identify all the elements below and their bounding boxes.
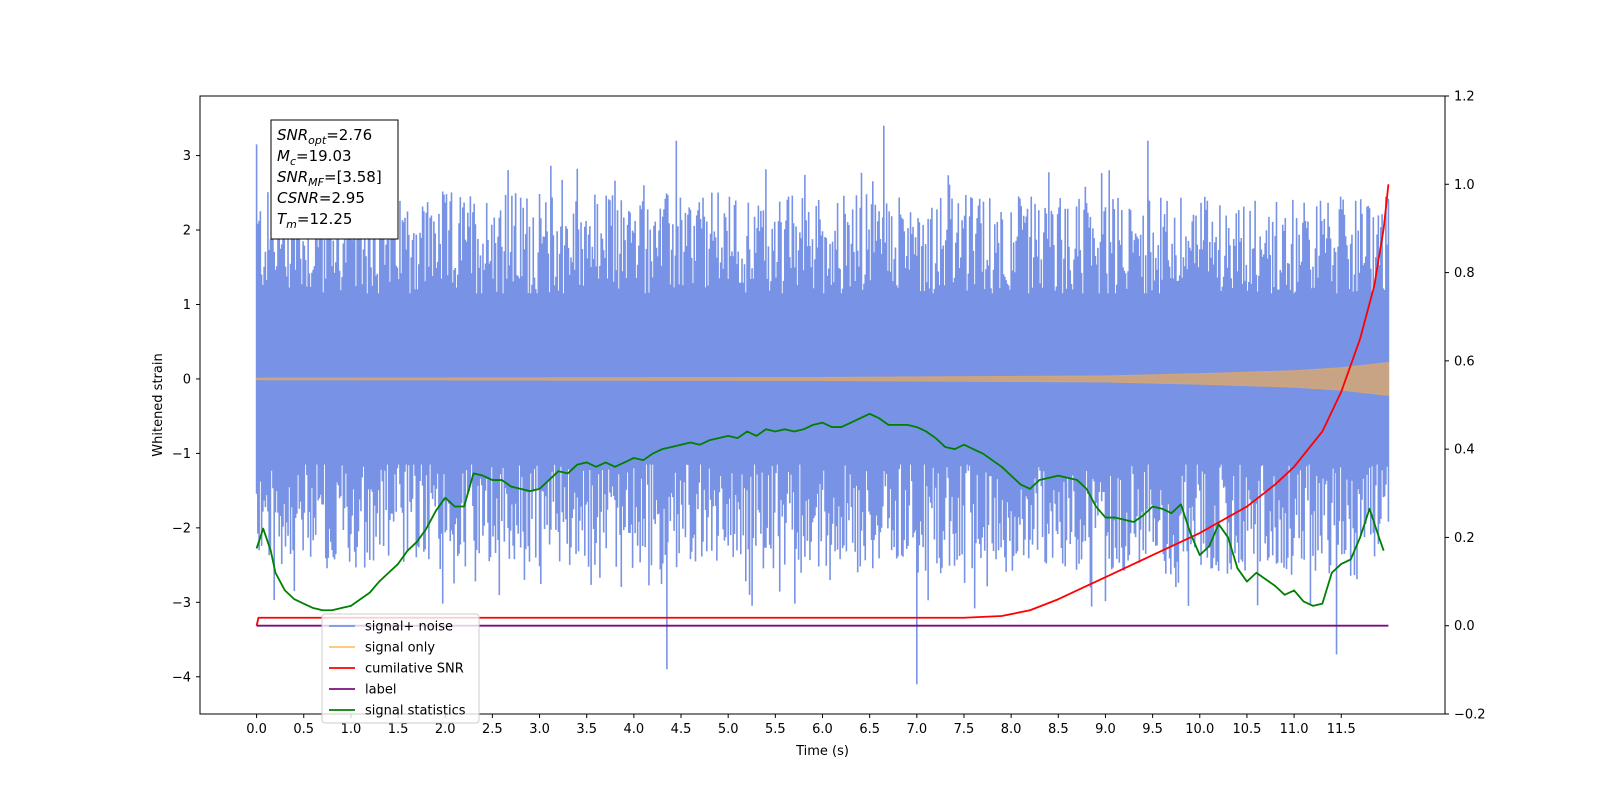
x-axis-label: Time (s): [795, 744, 849, 759]
x-tick-label: 6.5: [859, 722, 880, 737]
x-tick-label: 5.0: [718, 722, 739, 737]
legend-label: cumilative SNR: [365, 662, 464, 677]
legend-label: signal statistics: [365, 704, 466, 719]
annotation-subscript: c: [290, 155, 296, 168]
annotation-frame: [270, 119, 399, 240]
y-tick-label: −2: [172, 521, 191, 536]
annotation-box: SNRopt=2.76Mc=19.03SNRMF=[3.58]CSNR=2.95…: [270, 119, 399, 240]
annotation-value: =19.03: [296, 147, 352, 165]
legend-label: signal+ noise: [365, 620, 453, 635]
x-tick-label: 3.5: [576, 722, 597, 737]
legend-label: signal only: [365, 641, 435, 656]
x-tick-label: 10.5: [1232, 722, 1261, 737]
x-tick-label: 2.0: [435, 722, 456, 737]
annotation-value: =2.95: [319, 189, 365, 207]
y-tick-label: 0: [183, 372, 191, 387]
y2-tick-label: −0.2: [1454, 708, 1486, 723]
y-tick-label: 2: [183, 224, 191, 239]
x-tick-label: 0.0: [246, 722, 267, 737]
y2-tick-label: 0.6: [1454, 354, 1475, 369]
x-tick-label: 2.5: [482, 722, 503, 737]
legend-frame: [321, 613, 480, 724]
series-signal-only: [256, 362, 1389, 396]
x-tick-label: 11.5: [1327, 722, 1356, 737]
y-tick-label: −3: [172, 596, 191, 611]
y2-tick-label: 1.2: [1454, 90, 1475, 105]
annotation-value: =2.76: [326, 126, 372, 144]
x-tick-label: 4.0: [624, 722, 645, 737]
annotation-value: =[3.58]: [324, 168, 382, 186]
annotation-value: =12.25: [297, 210, 353, 228]
legend: signal+ noise signal only cumilative SNR la…: [321, 613, 480, 724]
series-line-signal-statistics: [255, 412, 1385, 612]
annotation-symbol: CSNR: [277, 189, 319, 207]
x-tick-label: 0.5: [293, 722, 314, 737]
x-tick-label: 7.5: [954, 722, 975, 737]
annotation-line: SNRMF=[3.58]: [277, 168, 382, 189]
x-tick-label: 11.0: [1280, 722, 1309, 737]
series-line-signal-only: [256, 362, 1389, 396]
y-tick-label: −1: [172, 447, 191, 462]
y2-tick-label: 0.0: [1454, 619, 1475, 634]
annotation-subscript: m: [286, 218, 297, 231]
x-tick-label: 9.5: [1142, 722, 1163, 737]
y2-tick-label: 0.2: [1454, 531, 1475, 546]
x-tick-label: 3.0: [529, 722, 550, 737]
annotation-line: SNRopt=2.76: [277, 126, 372, 147]
x-tick-label: 8.5: [1048, 722, 1069, 737]
y-tick-label: 3: [183, 149, 191, 164]
x-tick-label: 5.5: [765, 722, 786, 737]
y2-tick-label: 0.8: [1454, 266, 1475, 281]
legend-label: label: [365, 683, 396, 698]
y2-tick-label: 1.0: [1454, 178, 1475, 193]
x-tick-label: 1.0: [341, 722, 362, 737]
x-tick-label: 8.0: [1001, 722, 1022, 737]
annotation-subscript: opt: [308, 134, 327, 147]
annotation-symbol: SNR: [277, 126, 308, 144]
annotation-symbol: SNR: [277, 168, 308, 186]
x-tick-label: 9.0: [1095, 722, 1116, 737]
x-tick-label: 4.5: [671, 722, 692, 737]
series-line-cumilative-snr: [255, 184, 1390, 626]
annotation-line: Mc=19.03: [277, 147, 352, 168]
annotation-subscript: MF: [308, 176, 324, 189]
x-tick-label: 1.5: [388, 722, 409, 737]
annotation-line: Tm=12.25: [277, 210, 352, 231]
x-tick-label: 10.0: [1185, 722, 1214, 737]
x-tick-label: 6.0: [812, 722, 833, 737]
y2-tick-label: 0.4: [1454, 443, 1475, 458]
y-tick-label: 1: [183, 298, 191, 313]
annotation-symbol: M: [277, 147, 290, 165]
annotation-symbol: T: [277, 210, 288, 228]
x-tick-label: 7.0: [906, 722, 927, 737]
y-tick-label: −4: [172, 670, 191, 685]
y-axis-label: Whitened strain: [151, 353, 166, 456]
annotation-line: CSNR=2.95: [277, 189, 365, 207]
